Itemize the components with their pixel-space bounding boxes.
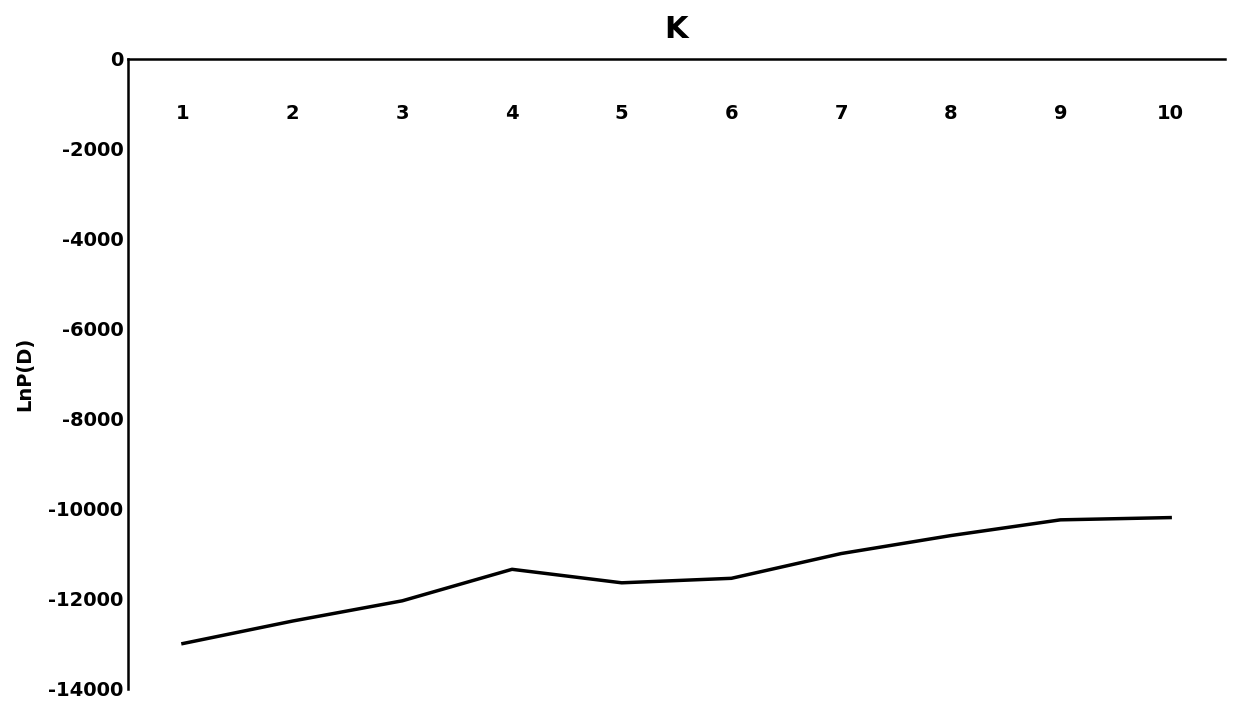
Text: 2: 2: [286, 104, 300, 123]
Text: 9: 9: [1054, 104, 1068, 123]
Text: 3: 3: [396, 104, 409, 123]
Text: 8: 8: [944, 104, 957, 123]
Y-axis label: LnP(D): LnP(D): [15, 337, 33, 411]
Title: K: K: [665, 15, 688, 44]
Text: 10: 10: [1157, 104, 1184, 123]
Text: 6: 6: [724, 104, 738, 123]
Text: 7: 7: [835, 104, 848, 123]
Text: 1: 1: [176, 104, 190, 123]
Text: 4: 4: [505, 104, 518, 123]
Text: 5: 5: [615, 104, 629, 123]
